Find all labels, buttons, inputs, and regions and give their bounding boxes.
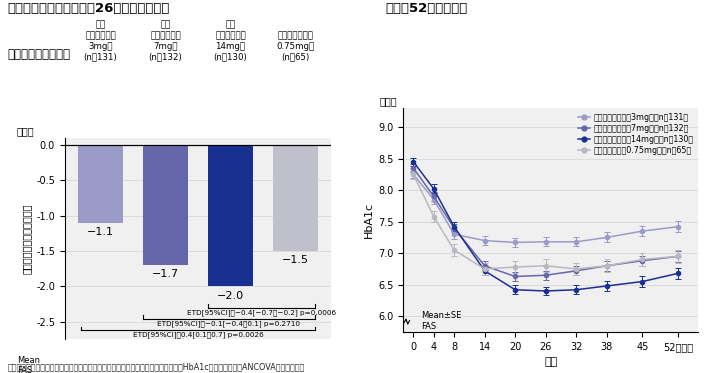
Text: ETD[95%CI]：−0.4[−0.7；−0.2] p=0.0006: ETD[95%CI]：−0.4[−0.7；−0.2] p=0.0006 <box>186 309 336 316</box>
Text: 経口
セマグルチド
3mg群
(n＝131): 経口 セマグルチド 3mg群 (n＝131) <box>84 20 117 62</box>
Text: ［副次的評価項目］: ［副次的評価項目］ <box>7 48 71 62</box>
Text: −2.0: −2.0 <box>217 291 244 301</box>
Text: −1.7: −1.7 <box>152 269 179 279</box>
Y-axis label: ベースラインからの変化量: ベースラインからの変化量 <box>22 203 32 274</box>
Text: （％）: （％） <box>379 96 397 106</box>
Text: Mean±SE
FAS: Mean±SE FAS <box>421 311 462 330</box>
Text: ベースラインから投与後26週までの変化量: ベースラインから投与後26週までの変化量 <box>7 2 170 15</box>
Text: Mean
FAS: Mean FAS <box>17 355 40 373</box>
X-axis label: 期間: 期間 <box>544 357 557 367</box>
Y-axis label: HbA1c: HbA1c <box>364 202 374 238</box>
Text: −1.1: −1.1 <box>87 227 114 237</box>
Text: ETD[95%CI]：0.4[0.1；0.7] p=0.0026: ETD[95%CI]：0.4[0.1；0.7] p=0.0026 <box>132 332 264 338</box>
Text: デュラグルチド
0.75mg群
(n＝65): デュラグルチド 0.75mg群 (n＝65) <box>276 31 315 62</box>
Text: ETD[95%CI]：−0.1[−0.4；0.1] p=0.2710: ETD[95%CI]：−0.1[−0.4；0.1] p=0.2710 <box>158 320 300 327</box>
Bar <box>208 145 253 286</box>
Bar <box>143 145 188 265</box>
Text: 経口
セマグルチド
7mg群
(n＝132): 経口 セマグルチド 7mg群 (n＝132) <box>148 20 182 62</box>
Text: 経口
セマグルチド
14mg群
(n＝130): 経口 セマグルチド 14mg群 (n＝130) <box>214 20 248 62</box>
Bar <box>273 145 318 251</box>
Text: −1.5: −1.5 <box>282 256 309 265</box>
Text: 投与群及び層別因子（前治療の経口糖尿病薬の種類）を固定効果、ベースラインのHbA1cを共変量としたANCOVAモデルで解析: 投与群及び層別因子（前治療の経口糖尿病薬の種類）を固定効果、ベースラインのHbA… <box>7 362 305 371</box>
Text: （％）: （％） <box>17 126 35 136</box>
Text: 投与後52週間の推移: 投与後52週間の推移 <box>385 2 467 15</box>
Bar <box>78 145 123 223</box>
Legend: 経口セマグルチド3mg群（n＝131）, 経口セマグルチド7mg群（n＝132）, 経口セマグルチド14mg群（n＝130）, デュラグルチド0.75mg群（n: 経口セマグルチド3mg群（n＝131）, 経口セマグルチド7mg群（n＝132）… <box>575 110 697 158</box>
